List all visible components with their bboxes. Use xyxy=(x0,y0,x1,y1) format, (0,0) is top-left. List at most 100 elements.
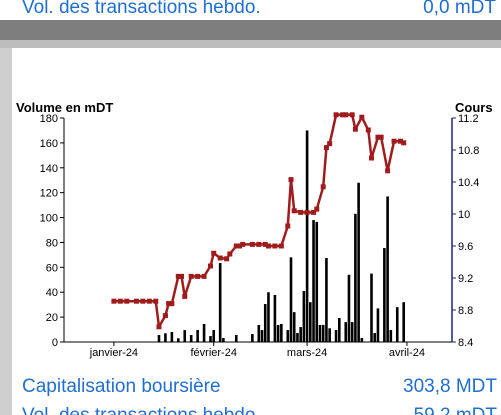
price-marker xyxy=(195,273,201,279)
bar xyxy=(402,302,406,342)
bar xyxy=(212,330,216,342)
bar xyxy=(347,274,351,342)
price-marker xyxy=(227,251,233,257)
price-marker xyxy=(217,255,223,261)
price-marker xyxy=(146,298,152,304)
price-marker xyxy=(140,298,146,304)
price-marker xyxy=(349,112,355,118)
bar xyxy=(383,248,386,342)
header-value: 0,0 mDT xyxy=(423,0,496,18)
price-marker xyxy=(365,127,371,133)
price-marker xyxy=(224,256,230,262)
price-marker xyxy=(278,243,284,249)
y2-tick-label: 10.4 xyxy=(458,177,479,189)
bar xyxy=(222,338,225,342)
bar xyxy=(280,323,283,342)
price-marker xyxy=(369,155,375,161)
top-strip xyxy=(0,0,501,20)
price-marker xyxy=(124,298,130,304)
bar xyxy=(389,330,393,342)
y-tick-label: 80 xyxy=(46,237,58,249)
bar xyxy=(315,221,319,342)
y2-tick-label: 11.2 xyxy=(458,113,479,125)
price-marker xyxy=(262,241,268,247)
price-marker xyxy=(233,243,239,249)
price-marker xyxy=(401,140,407,146)
price-marker xyxy=(343,112,349,118)
bar xyxy=(189,335,193,342)
price-marker xyxy=(291,208,297,214)
y2-tick-label: 10.8 xyxy=(458,145,479,157)
bar xyxy=(357,182,360,342)
price-marker xyxy=(175,273,181,279)
bar xyxy=(234,335,238,342)
divider-bar xyxy=(0,20,501,40)
bar xyxy=(395,307,399,342)
sidebar xyxy=(0,48,12,415)
bar xyxy=(325,258,328,342)
bar xyxy=(299,327,302,342)
price-marker xyxy=(352,126,358,132)
y2-tick-label: 9.6 xyxy=(458,241,473,253)
price-marker xyxy=(340,112,346,118)
y-tick-label: 180 xyxy=(40,113,58,125)
bar xyxy=(164,333,167,342)
price-marker xyxy=(249,241,255,247)
price-marker xyxy=(397,138,403,144)
price-marker xyxy=(111,298,117,304)
footer-label: Vol. des transactions hebdo. xyxy=(22,405,261,415)
price-marker xyxy=(153,298,159,304)
bar xyxy=(373,333,377,342)
price-marker xyxy=(298,209,304,215)
price-marker xyxy=(166,301,172,307)
bar xyxy=(321,324,325,342)
bar xyxy=(183,330,187,342)
x-tick-label: février-24 xyxy=(190,347,236,359)
header-label: Vol. des transactions hebdo. xyxy=(22,0,261,18)
price-marker xyxy=(236,243,242,249)
bar xyxy=(344,322,348,342)
price-marker xyxy=(327,141,333,147)
price-marker xyxy=(320,184,326,190)
price-marker xyxy=(256,241,262,247)
bar xyxy=(376,308,380,342)
bar xyxy=(286,330,290,342)
bar xyxy=(157,335,161,342)
bar xyxy=(263,304,267,342)
y-tick-label: 100 xyxy=(40,213,58,225)
bar xyxy=(209,336,212,342)
price-marker xyxy=(162,313,168,319)
bar xyxy=(218,262,222,342)
price-marker xyxy=(304,209,310,215)
y-tick-label: 20 xyxy=(46,312,58,324)
price-marker xyxy=(272,243,278,249)
price-marker xyxy=(117,298,123,304)
bar xyxy=(170,332,174,342)
price-marker xyxy=(285,223,291,229)
price-marker xyxy=(182,293,188,299)
x-tick-label: avril-24 xyxy=(389,347,425,359)
y-tick-label: 0 xyxy=(52,337,58,349)
footer-value: 59,2 mDT xyxy=(414,405,498,415)
bar xyxy=(177,338,180,342)
bar xyxy=(196,330,199,342)
divider-light xyxy=(0,40,501,48)
bar xyxy=(354,213,357,342)
price-marker xyxy=(314,206,320,212)
price-marker xyxy=(211,250,217,256)
y-axis-title: Volume en mDT xyxy=(16,100,113,115)
price-marker xyxy=(240,241,246,247)
x-tick-label: janvier-24 xyxy=(89,347,138,359)
bar xyxy=(289,257,293,342)
price-marker xyxy=(359,114,365,120)
price-marker xyxy=(133,298,139,304)
price-marker xyxy=(391,138,397,144)
y-tick-label: 140 xyxy=(40,163,58,175)
bar xyxy=(386,196,389,342)
bar xyxy=(318,324,322,342)
price-marker xyxy=(201,273,207,279)
price-marker xyxy=(156,324,162,330)
price-marker xyxy=(179,273,185,279)
bar xyxy=(360,338,364,342)
bar xyxy=(267,292,270,342)
